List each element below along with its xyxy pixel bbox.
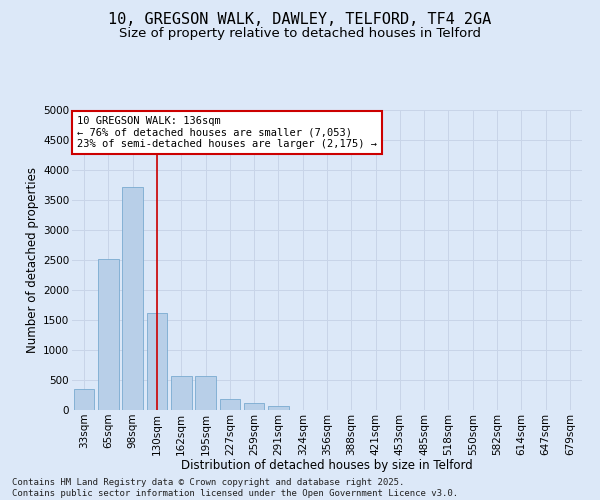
Bar — [74, 389, 94, 410]
Bar — [220, 398, 240, 410]
X-axis label: Distribution of detached houses by size in Telford: Distribution of detached houses by size … — [181, 459, 473, 472]
Text: Size of property relative to detached houses in Telford: Size of property relative to detached ho… — [119, 28, 481, 40]
Bar — [171, 376, 191, 410]
Bar — [268, 406, 289, 410]
Bar — [146, 313, 167, 410]
Bar — [98, 259, 119, 410]
Bar — [195, 376, 216, 410]
Text: Contains HM Land Registry data © Crown copyright and database right 2025.
Contai: Contains HM Land Registry data © Crown c… — [12, 478, 458, 498]
Text: 10 GREGSON WALK: 136sqm
← 76% of detached houses are smaller (7,053)
23% of semi: 10 GREGSON WALK: 136sqm ← 76% of detache… — [77, 116, 377, 149]
Bar — [122, 187, 143, 410]
Y-axis label: Number of detached properties: Number of detached properties — [26, 167, 39, 353]
Bar — [244, 403, 265, 410]
Text: 10, GREGSON WALK, DAWLEY, TELFORD, TF4 2GA: 10, GREGSON WALK, DAWLEY, TELFORD, TF4 2… — [109, 12, 491, 28]
